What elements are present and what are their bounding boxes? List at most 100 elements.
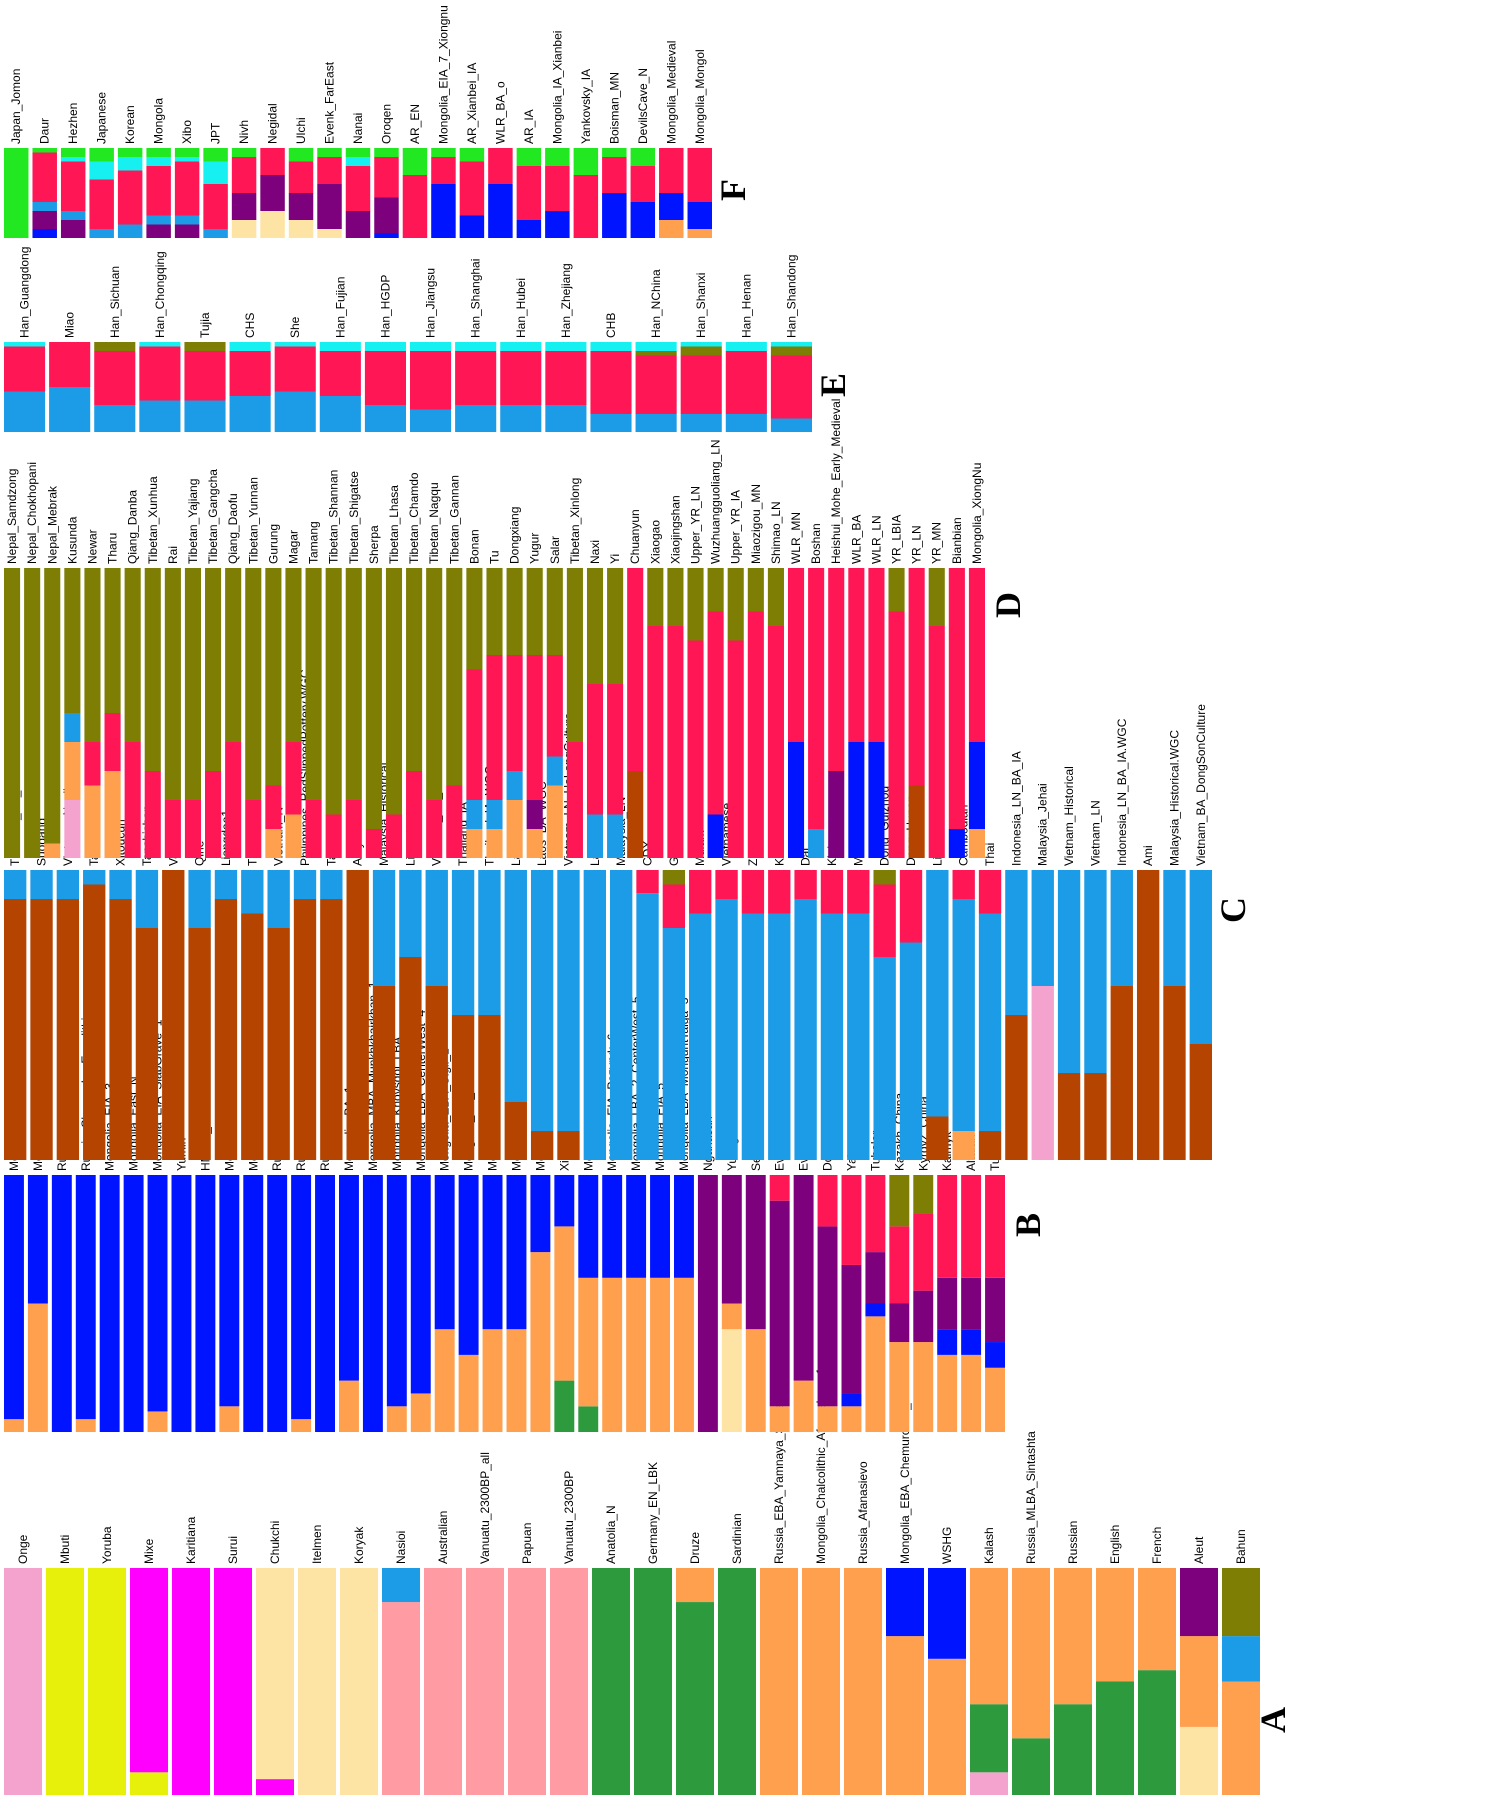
- ancestry-segment: [1057, 1073, 1081, 1160]
- ancestry-segment: [345, 148, 371, 157]
- ancestry-segment: [768, 913, 791, 1160]
- population-bar: [715, 870, 738, 1160]
- ancestry-segment: [4, 342, 46, 347]
- ancestry-segment: [164, 568, 181, 800]
- ancestry-segment: [214, 1568, 252, 1795]
- ancestry-segment: [793, 1380, 814, 1432]
- ancestry-segment: [913, 1213, 934, 1291]
- ancestry-segment: [374, 148, 399, 157]
- ancestry-segment: [451, 870, 475, 1015]
- population-label: Ulchi: [294, 117, 308, 144]
- population-bar: [426, 568, 443, 858]
- population-bar: [747, 568, 764, 858]
- ancestry-segment: [231, 157, 257, 193]
- population-bar: [1163, 870, 1186, 1160]
- ancestry-segment: [285, 568, 302, 742]
- ancestry-segment: [630, 166, 656, 202]
- ancestry-segment: [293, 870, 317, 899]
- population-bar: [144, 568, 161, 858]
- ancestry-segment: [985, 1342, 1005, 1368]
- ancestry-segment: [265, 785, 282, 829]
- population-bar: [1057, 870, 1081, 1160]
- ancestry-segment: [899, 870, 923, 943]
- population-bar: [760, 1568, 798, 1795]
- ancestry-segment: [530, 870, 554, 1131]
- population-bar: [793, 1175, 814, 1432]
- ancestry-segment: [635, 342, 677, 351]
- ancestry-segment: [32, 148, 57, 153]
- population-bar: [1031, 870, 1054, 1160]
- panel-letter: F: [713, 179, 753, 201]
- ancestry-segment: [135, 928, 159, 1160]
- ancestry-segment: [320, 870, 343, 899]
- population-bar: [135, 870, 159, 1160]
- population-bar: [1138, 1568, 1176, 1795]
- population-bar: [636, 870, 659, 1160]
- population-label: Onge: [16, 1534, 30, 1564]
- population-bar: [961, 1175, 982, 1432]
- population-bar: [245, 568, 262, 858]
- population-label: Russia_MLBA_Sintashta: [1024, 1431, 1038, 1564]
- ancestry-segment: [291, 1175, 312, 1420]
- ancestry-segment: [267, 870, 290, 928]
- population-bar: [305, 568, 322, 858]
- population-bar: [928, 568, 945, 858]
- ancestry-segment: [952, 870, 975, 899]
- population-bar: [841, 1175, 862, 1432]
- population-label: Mongolia_EBA_Chemurchek_2: [898, 1396, 912, 1564]
- ancestry-segment: [741, 870, 765, 914]
- ancestry-segment: [49, 387, 91, 432]
- population-label: Hezhen: [66, 103, 80, 144]
- ancestry-segment: [382, 1602, 420, 1795]
- ancestry-segment: [500, 405, 542, 432]
- ancestry-segment: [117, 170, 143, 225]
- population-bar: [27, 1175, 48, 1432]
- ancestry-segment: [635, 414, 677, 432]
- ancestry-segment: [139, 400, 181, 432]
- ancestry-segment: [88, 1568, 126, 1795]
- population-bar: [203, 148, 228, 238]
- panel-a: Onge Mbuti Yoruba Mixe Karitiana Surui Chukchi…: [4, 1368, 1293, 1795]
- panels-layer: Onge Mbuti Yoruba Mixe Karitiana Surui Chukchi…: [4, 5, 1293, 1795]
- population-label: Yankovsky_IA: [579, 69, 593, 144]
- ancestry-segment: [793, 1175, 814, 1381]
- population-bar: [928, 1568, 966, 1795]
- population-label: Chuanyun: [628, 509, 642, 564]
- ancestry-segment: [741, 913, 765, 1160]
- ancestry-segment: [516, 220, 542, 238]
- population-label: Qiang_Danba: [126, 490, 140, 564]
- population-bar: [288, 148, 314, 238]
- population-bar: [365, 568, 382, 858]
- ancestry-segment: [4, 899, 27, 1160]
- population-label: Mongolia_XiongNu: [970, 463, 984, 564]
- ancestry-segment: [841, 1175, 862, 1265]
- ancestry-segment: [4, 1419, 24, 1432]
- ancestry-segment: [1031, 870, 1054, 986]
- ancestry-segment: [274, 391, 316, 432]
- ancestry-segment: [526, 655, 543, 800]
- ancestry-segment: [602, 1277, 623, 1432]
- population-label: Druze: [688, 1532, 702, 1564]
- population-bar: [174, 148, 200, 238]
- ancestry-segment: [84, 742, 101, 786]
- ancestry-segment: [674, 1175, 694, 1278]
- ancestry-segment: [425, 870, 448, 986]
- ancestry-segment: [769, 1175, 790, 1201]
- ancestry-segment: [64, 800, 81, 858]
- population-bar: [1136, 870, 1160, 1160]
- population-bar: [243, 1175, 264, 1432]
- ancestry-segment: [488, 148, 513, 184]
- ancestry-segment: [546, 568, 563, 655]
- population-label: Mongolia_EIA_7_Xiongnu: [436, 5, 450, 144]
- population-bar: [434, 1175, 455, 1432]
- ancestry-segment: [94, 351, 136, 405]
- ancestry-segment: [770, 346, 812, 356]
- ancestry-segment: [317, 148, 342, 157]
- ancestry-segment: [123, 1175, 144, 1432]
- population-bar: [506, 1175, 527, 1432]
- ancestry-segment: [662, 928, 686, 1160]
- population-bar: [298, 1568, 336, 1795]
- population-bar: [406, 568, 423, 858]
- population-bar: [1012, 1568, 1050, 1795]
- population-bar: [83, 870, 106, 1160]
